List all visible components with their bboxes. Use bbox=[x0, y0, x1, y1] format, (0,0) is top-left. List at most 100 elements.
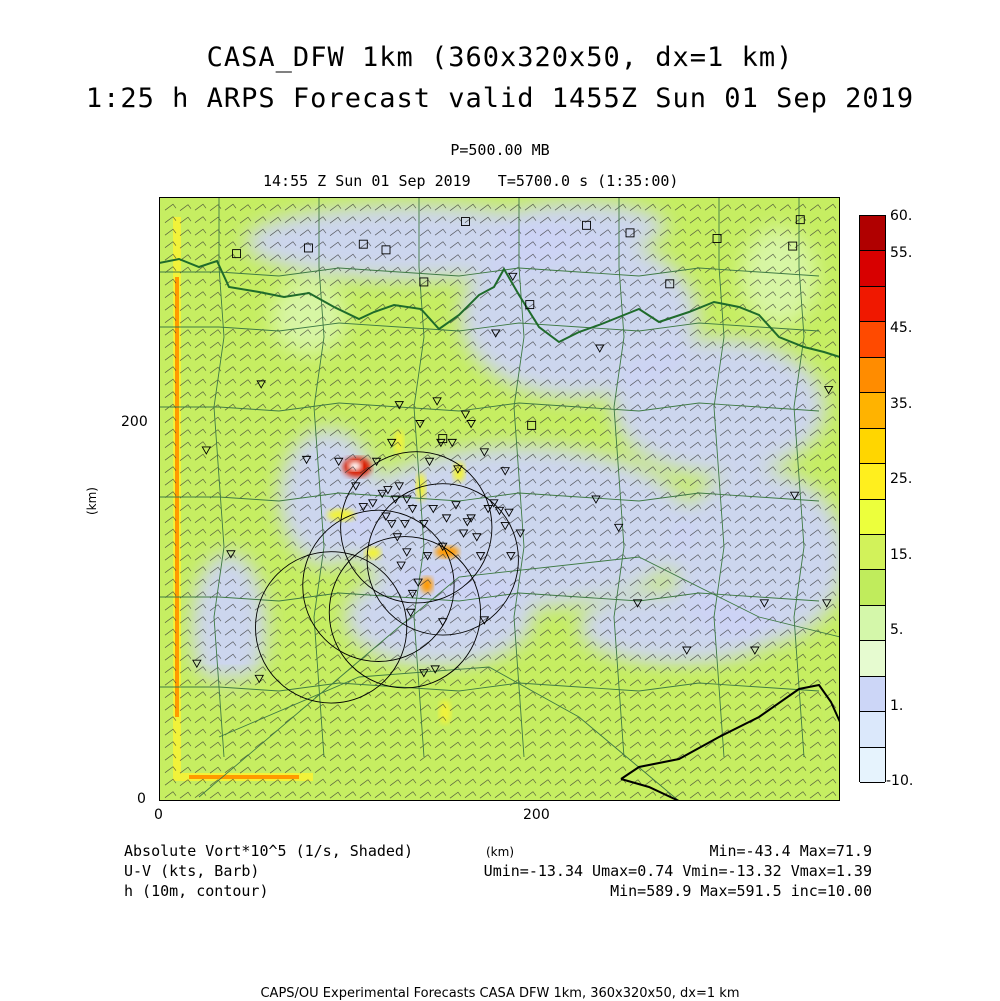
station-triangle bbox=[396, 561, 406, 570]
color-scale-label: 45. bbox=[890, 320, 913, 336]
color-scale-segment bbox=[860, 251, 885, 287]
station-square bbox=[381, 245, 391, 255]
south-edge-core bbox=[189, 775, 299, 779]
convective-cell bbox=[327, 509, 355, 521]
station-triangle bbox=[377, 489, 387, 499]
radar-range-ring bbox=[255, 551, 408, 704]
y-tick-0: 0 bbox=[137, 791, 146, 807]
county-line bbox=[513, 197, 525, 758]
station-triangle bbox=[460, 410, 471, 419]
station-triangle bbox=[441, 514, 452, 523]
county-line bbox=[413, 197, 425, 758]
vorticity-area bbox=[191, 552, 267, 702]
station-triangle bbox=[789, 491, 800, 501]
footer-credit: CAPS/OU Experimental Forecasts CASA DFW … bbox=[260, 986, 740, 1001]
height-contour bbox=[620, 683, 840, 801]
footer-contour-description: h (10m, contour) bbox=[124, 882, 269, 900]
station-triangle bbox=[381, 512, 391, 521]
station-triangle bbox=[367, 499, 378, 508]
station-square bbox=[795, 215, 805, 225]
station-triangle bbox=[390, 495, 401, 504]
station-triangle bbox=[462, 518, 473, 527]
county-line bbox=[159, 682, 820, 692]
station-triangle bbox=[419, 669, 429, 678]
station-triangle bbox=[407, 589, 418, 599]
station-triangle bbox=[475, 552, 486, 561]
station-triangle bbox=[483, 504, 493, 514]
station-triangle bbox=[750, 646, 760, 655]
station-triangle bbox=[447, 438, 457, 448]
station-triangle bbox=[458, 529, 469, 538]
color-scale-label: 55. bbox=[890, 245, 913, 261]
color-scale-label: 15. bbox=[890, 547, 913, 563]
color-scale-label: 60. bbox=[890, 208, 913, 224]
station-triangle bbox=[504, 508, 514, 518]
height-contour-line bbox=[620, 683, 840, 780]
color-scale-segment bbox=[860, 357, 885, 394]
station-triangle bbox=[386, 438, 397, 448]
station-triangle bbox=[500, 521, 510, 531]
station-triangle bbox=[422, 552, 433, 561]
station-triangle bbox=[500, 467, 510, 476]
station-triangle bbox=[254, 674, 265, 684]
color-scale-segment bbox=[860, 747, 885, 783]
radar-range-ring bbox=[302, 509, 455, 662]
color-scale-segment bbox=[860, 641, 885, 677]
footer-vorticity-range: Min=-43.4 Max=71.9 bbox=[709, 842, 872, 860]
forecast-map-canvas bbox=[159, 197, 840, 801]
color-scale-segment bbox=[860, 393, 885, 429]
station-triangle bbox=[413, 578, 423, 587]
county-line bbox=[159, 492, 820, 502]
station-triangle bbox=[453, 465, 463, 474]
station-triangle bbox=[405, 608, 416, 618]
station-triangle bbox=[402, 548, 412, 557]
x-axis-label: (km) bbox=[486, 845, 515, 859]
state-boundary-river bbox=[159, 257, 840, 358]
station-triangle bbox=[192, 659, 202, 669]
footer-barb-description: U-V (kts, Barb) bbox=[124, 862, 260, 880]
footer-field-description: Absolute Vort*10^5 (1/s, Shaded) bbox=[124, 842, 413, 860]
convective-cell bbox=[421, 577, 433, 593]
station-triangle bbox=[386, 520, 397, 529]
station-triangle bbox=[515, 529, 526, 538]
station-triangle bbox=[430, 665, 440, 674]
radar-range-ring bbox=[328, 536, 482, 689]
valid-time-line: 14:55 Z Sun 01 Sep 2019 T=5700.0 s (1:35… bbox=[263, 172, 679, 190]
station-triangle bbox=[358, 503, 369, 512]
county-line bbox=[313, 197, 325, 758]
chart-title-line2: 1:25 h ARPS Forecast valid 1455Z Sun 01 … bbox=[85, 83, 915, 114]
station-square bbox=[712, 234, 722, 243]
red-river-boundary bbox=[159, 257, 840, 358]
county-line bbox=[613, 197, 625, 758]
station-triangle bbox=[424, 457, 435, 467]
vorticity-area bbox=[741, 227, 817, 327]
color-scale-segment bbox=[860, 464, 885, 500]
station-square bbox=[665, 279, 675, 289]
x-tick-0: 0 bbox=[154, 807, 163, 823]
y-axis-label: (km) bbox=[85, 486, 100, 516]
station-triangle bbox=[428, 504, 439, 514]
county-line bbox=[713, 197, 725, 758]
station-triangle bbox=[394, 482, 405, 491]
station-triangle bbox=[479, 616, 490, 625]
station-triangle bbox=[394, 401, 405, 410]
station-square bbox=[419, 277, 429, 287]
color-scale-label: -10. bbox=[886, 773, 914, 789]
color-scale-segment bbox=[860, 286, 885, 323]
station-triangle bbox=[407, 504, 418, 514]
station-triangle bbox=[383, 486, 393, 495]
color-scale-segment bbox=[860, 499, 885, 535]
color-scale-segment bbox=[860, 322, 885, 358]
convective-cell bbox=[435, 546, 459, 558]
county-line bbox=[218, 666, 680, 801]
county-line bbox=[159, 402, 820, 412]
station-triangle bbox=[823, 386, 834, 395]
color-scale-segment bbox=[860, 605, 885, 642]
color-scale-segment bbox=[860, 428, 885, 465]
color-scale-bar bbox=[859, 215, 886, 783]
county-line bbox=[198, 556, 840, 798]
station-triangle bbox=[392, 533, 403, 542]
station-triangle bbox=[466, 514, 476, 523]
station-triangle bbox=[494, 506, 505, 516]
county-line bbox=[793, 197, 805, 758]
